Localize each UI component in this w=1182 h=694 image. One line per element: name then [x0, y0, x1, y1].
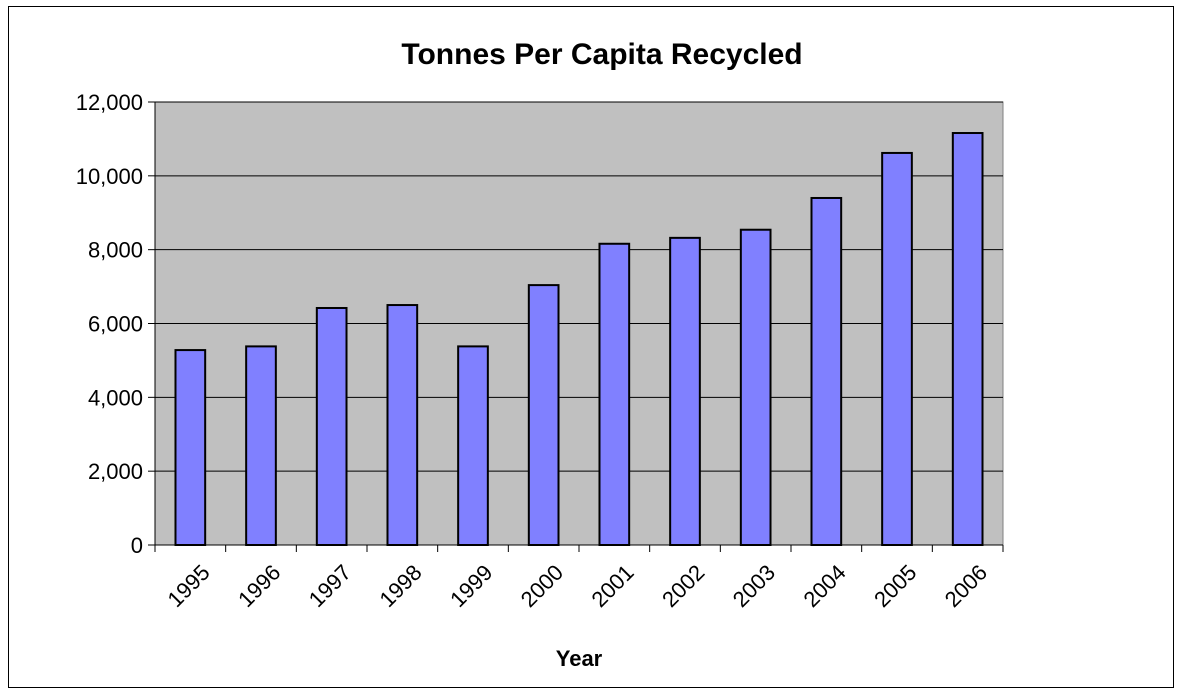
x-tick-label: 1997: [304, 560, 356, 612]
bar-1998: [386, 304, 419, 546]
chart-title: Tonnes Per Capita Recycled: [401, 38, 802, 71]
x-tick-label: 2001: [586, 560, 638, 612]
bar-1997: [315, 306, 348, 546]
gridlines: [155, 101, 1003, 472]
x-tick-label: 2005: [869, 560, 921, 612]
bars: [174, 132, 984, 547]
bar-1999: [457, 345, 489, 546]
bar-2003: [739, 228, 772, 547]
bar-2006: [951, 132, 984, 546]
x-tick-label: 2000: [516, 560, 568, 612]
bar-2004: [810, 196, 843, 546]
y-tick-label: 10,000: [76, 164, 143, 189]
bar-2002: [669, 236, 701, 546]
y-tick-labels: 0 2,000 4,000 6,000 8,000 10,000 12,000: [76, 90, 143, 558]
y-tick-label: 0: [131, 533, 143, 558]
x-tick-label: 1995: [162, 560, 214, 612]
bar-1996: [245, 345, 277, 546]
x-tick-label: 1999: [445, 560, 497, 612]
bar-2001: [598, 242, 631, 546]
bar-2000: [527, 284, 560, 546]
x-tick-label: 2004: [798, 560, 850, 612]
x-tick-labels: 1995 1996 1997 1998 1999 2000 2001 2002 2003 2004…: [162, 560, 992, 612]
bar-1995: [174, 349, 207, 546]
bar-2005: [881, 151, 913, 546]
x-tick-label: 1998: [374, 560, 426, 612]
y-tick-label: 8,000: [88, 238, 143, 263]
x-tick-label: 1996: [233, 560, 285, 612]
y-tick-label: 2,000: [88, 459, 143, 484]
y-tick-label: 12,000: [76, 90, 143, 115]
x-tick-label: 2006: [940, 560, 992, 612]
x-tick-label: 2002: [657, 560, 709, 612]
x-axis-title: Year: [556, 646, 603, 671]
y-tick-label: 4,000: [88, 385, 143, 410]
x-tick-label: 2003: [728, 560, 780, 612]
y-tick-label: 6,000: [88, 312, 143, 337]
axes: [148, 101, 1004, 552]
